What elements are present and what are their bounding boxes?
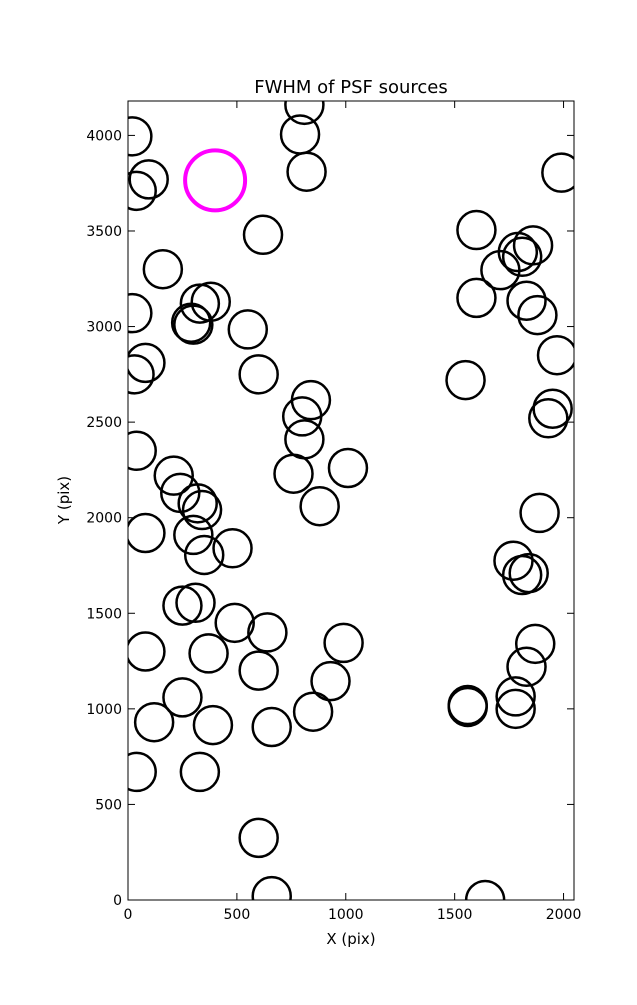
source-point <box>170 302 212 343</box>
source-point <box>128 116 153 157</box>
source-point <box>214 602 255 644</box>
source-point <box>181 489 223 531</box>
source-point <box>323 622 364 664</box>
y-tick-label: 2000 <box>86 511 122 527</box>
x-tick-label: 500 <box>224 907 251 923</box>
source-point <box>128 631 166 672</box>
source-point <box>173 514 214 556</box>
source-point <box>310 660 351 702</box>
source-point <box>501 236 543 278</box>
chart-title: FWHM of PSF sources <box>254 77 448 98</box>
source-point <box>238 650 279 691</box>
source-point <box>212 528 253 569</box>
source-point <box>508 552 549 594</box>
source-point <box>128 342 166 384</box>
y-tick-label: 1000 <box>86 702 122 718</box>
source-point <box>532 388 573 429</box>
y-tick-label: 500 <box>95 797 122 813</box>
source-point <box>495 688 536 730</box>
source-point <box>162 677 203 718</box>
y-tick-label: 3000 <box>86 320 122 336</box>
source-point <box>286 151 327 192</box>
y-tick-label: 3500 <box>86 224 122 240</box>
source-point <box>128 170 157 212</box>
source-point <box>456 277 497 319</box>
source-point <box>284 101 325 126</box>
x-tick-label: 2000 <box>546 907 582 923</box>
source-point <box>175 582 216 624</box>
x-axis-label: X (pix) <box>326 930 375 948</box>
source-point <box>192 704 234 746</box>
source-point <box>128 354 155 395</box>
source-point <box>128 159 169 200</box>
source-point <box>495 676 536 717</box>
y-axis: 0 500 1000 1500 2000 2500 3000 3500 4000 <box>86 128 574 909</box>
source-point <box>456 209 497 251</box>
source-point <box>128 430 157 472</box>
source-point <box>179 751 221 793</box>
source-point <box>179 283 221 324</box>
x-tick-label: 1000 <box>328 907 364 923</box>
source-point <box>281 396 323 437</box>
source-point <box>173 304 214 345</box>
source-point <box>528 398 569 439</box>
source-point <box>242 214 284 256</box>
x-tick-label: 1500 <box>437 907 473 923</box>
source-point <box>238 354 279 395</box>
source-point <box>506 646 547 688</box>
x-axis: 0 500 1000 1500 2000 <box>124 101 582 923</box>
source-point <box>464 879 506 900</box>
source-point <box>506 280 547 321</box>
source-point <box>541 152 574 193</box>
y-tick-label: 2500 <box>86 415 122 431</box>
source-point <box>519 492 560 534</box>
source-point <box>183 534 225 576</box>
source-point <box>480 249 521 291</box>
source-point <box>177 483 218 524</box>
source-point <box>279 114 321 155</box>
source-point <box>445 359 486 401</box>
source-point <box>188 633 229 674</box>
source-point <box>128 751 157 793</box>
source-point <box>162 585 203 626</box>
source-point <box>284 419 325 460</box>
y-tick-label: 4000 <box>86 128 122 144</box>
x-tick-label: 0 <box>124 907 133 923</box>
source-point <box>247 612 288 653</box>
source-point <box>227 309 269 350</box>
source-point <box>493 540 534 581</box>
plot-marks <box>128 101 574 900</box>
source-point <box>153 455 194 496</box>
source-point <box>292 691 334 732</box>
y-axis-label: Y (pix) <box>55 476 73 525</box>
source-point <box>142 248 184 290</box>
source-point <box>238 817 279 859</box>
reference-fwhm-circle <box>183 148 248 213</box>
source-point <box>447 686 488 728</box>
source-point <box>327 447 369 489</box>
source-point <box>128 512 166 554</box>
source-point <box>251 875 292 900</box>
source-point <box>133 701 175 743</box>
source-point <box>299 485 340 527</box>
plot-frame <box>127 100 575 901</box>
source-point <box>251 706 292 748</box>
source-point <box>273 453 314 494</box>
source-point <box>536 334 574 376</box>
y-tick-label: 1500 <box>86 606 122 622</box>
y-tick-label: 0 <box>113 893 122 909</box>
source-point <box>517 294 558 336</box>
source-point <box>514 623 556 665</box>
source-point <box>128 292 153 334</box>
